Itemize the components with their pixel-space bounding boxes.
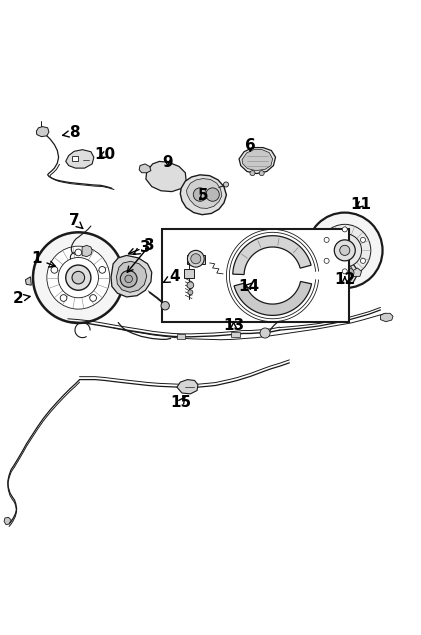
Circle shape [344, 268, 354, 278]
Circle shape [342, 269, 347, 274]
Circle shape [260, 328, 270, 338]
Circle shape [125, 275, 133, 283]
Text: 10: 10 [94, 147, 115, 162]
Circle shape [250, 171, 255, 176]
Circle shape [259, 171, 264, 176]
Circle shape [319, 224, 371, 276]
Circle shape [161, 302, 169, 310]
Text: 7: 7 [69, 213, 83, 229]
Polygon shape [139, 164, 151, 173]
Circle shape [193, 188, 207, 201]
Circle shape [187, 250, 204, 267]
Circle shape [340, 245, 350, 255]
Polygon shape [232, 331, 240, 337]
Polygon shape [177, 334, 185, 339]
Polygon shape [146, 161, 186, 192]
Text: 4: 4 [163, 269, 180, 284]
Circle shape [60, 295, 67, 302]
Circle shape [75, 249, 82, 256]
Circle shape [224, 182, 229, 187]
Polygon shape [353, 268, 362, 276]
Circle shape [51, 267, 58, 273]
Text: 15: 15 [171, 395, 192, 410]
Text: 8: 8 [63, 125, 80, 140]
Polygon shape [187, 178, 222, 208]
Polygon shape [36, 126, 49, 137]
Circle shape [336, 268, 346, 278]
Text: 14: 14 [239, 279, 260, 293]
Circle shape [187, 282, 194, 288]
Polygon shape [72, 156, 78, 161]
Circle shape [90, 295, 96, 302]
Polygon shape [184, 269, 194, 277]
Text: 3: 3 [128, 238, 155, 255]
Circle shape [33, 232, 124, 323]
Circle shape [188, 290, 193, 295]
Text: 2: 2 [13, 291, 30, 306]
Circle shape [334, 240, 355, 261]
Polygon shape [111, 255, 152, 297]
Polygon shape [180, 175, 226, 215]
Text: 12: 12 [334, 272, 355, 287]
Polygon shape [177, 380, 198, 394]
Text: 1: 1 [31, 251, 56, 267]
Circle shape [307, 213, 383, 288]
Circle shape [120, 271, 137, 287]
Circle shape [99, 267, 106, 273]
Circle shape [58, 258, 99, 298]
Text: 6: 6 [245, 138, 256, 153]
Circle shape [206, 188, 219, 201]
Polygon shape [242, 150, 273, 171]
Polygon shape [239, 147, 275, 173]
Polygon shape [328, 260, 357, 286]
FancyBboxPatch shape [162, 229, 349, 322]
Circle shape [342, 227, 347, 232]
Polygon shape [4, 518, 11, 525]
Polygon shape [233, 236, 311, 274]
Circle shape [360, 237, 365, 243]
Polygon shape [82, 245, 92, 257]
Circle shape [360, 258, 365, 264]
Polygon shape [332, 264, 353, 284]
Text: 9: 9 [163, 155, 173, 170]
Circle shape [72, 271, 85, 284]
Polygon shape [66, 150, 94, 168]
Text: 5: 5 [198, 189, 209, 203]
Polygon shape [234, 281, 312, 316]
Circle shape [324, 237, 329, 243]
Polygon shape [117, 261, 147, 292]
Polygon shape [25, 277, 31, 285]
Polygon shape [381, 313, 393, 322]
Text: 3: 3 [133, 239, 151, 255]
Text: 11: 11 [350, 197, 371, 211]
Text: 13: 13 [223, 318, 244, 333]
Circle shape [191, 254, 201, 264]
Circle shape [328, 234, 362, 267]
Circle shape [47, 246, 110, 309]
Polygon shape [187, 255, 205, 264]
Circle shape [324, 258, 329, 264]
Circle shape [66, 265, 91, 290]
